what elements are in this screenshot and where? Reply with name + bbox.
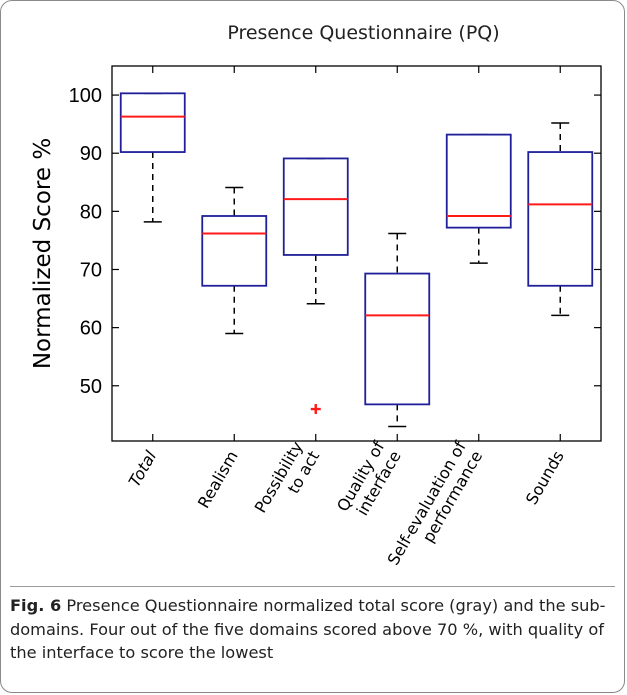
caption-label: Fig. 6 xyxy=(10,596,62,615)
y-tick-label-90: 90 xyxy=(80,143,102,165)
box-plot-chart: 50 60 70 80 90 100 Normalized Score % Total Real… xyxy=(30,65,602,568)
caption-text: Presence Questionnaire normalized total … xyxy=(10,596,606,662)
box-2 xyxy=(282,157,349,256)
x-tick-label-line: Realism xyxy=(194,448,242,512)
y-tick-label-50: 50 xyxy=(80,376,102,398)
box-0 xyxy=(119,92,186,153)
x-tick-label-5: Sounds xyxy=(522,448,568,508)
x-tick-label-line: Total xyxy=(125,447,161,490)
box-4 xyxy=(445,133,512,229)
caption-separator xyxy=(10,586,615,587)
box-5 xyxy=(527,151,594,287)
y-tick-label-60: 60 xyxy=(80,318,102,340)
y-tick-label-80: 80 xyxy=(80,201,102,223)
x-tick-label-2: Possibilityto act xyxy=(251,438,324,526)
x-tick-label-3: Quality ofinterface xyxy=(333,438,405,525)
chart-title: Presence Questionnaire (PQ) xyxy=(227,22,500,44)
outlier-2-0 xyxy=(310,404,321,415)
y-tick-label-70: 70 xyxy=(80,259,102,281)
box-3 xyxy=(364,272,431,406)
y-axis-label: Normalized Score % xyxy=(30,138,56,369)
plot-frame xyxy=(111,65,602,442)
figure-caption: Fig. 6 Presence Questionnaire normalized… xyxy=(10,594,610,665)
x-tick-label-line: Sounds xyxy=(522,448,568,508)
x-tick-label-1: Realism xyxy=(194,448,242,512)
x-tick-label-0: Total xyxy=(125,447,161,490)
y-tick-label-100: 100 xyxy=(69,85,102,107)
box-1 xyxy=(201,215,268,287)
